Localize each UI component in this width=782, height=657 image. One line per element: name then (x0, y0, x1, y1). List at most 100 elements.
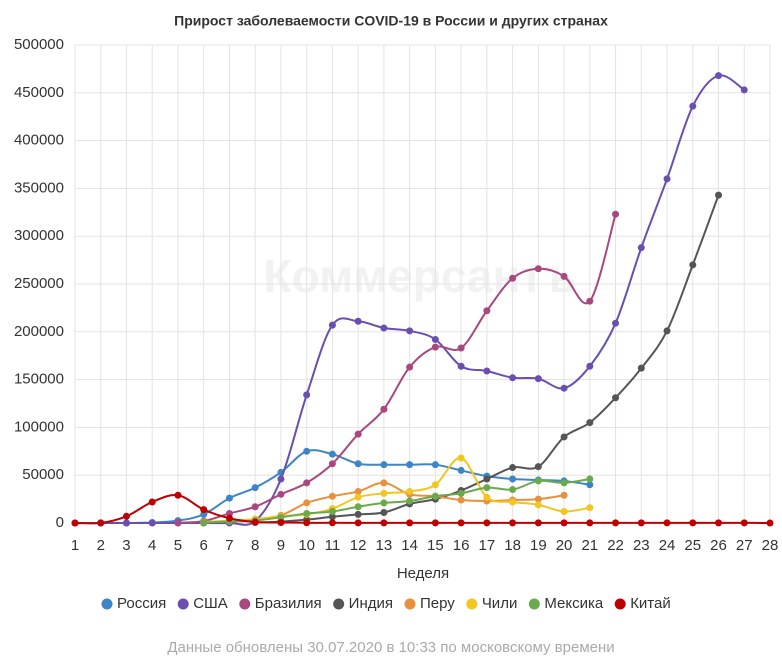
data-point (122, 519, 130, 527)
data-point (328, 321, 336, 329)
y-tick-label: 500000 (14, 36, 64, 53)
data-point (586, 475, 594, 483)
data-point (483, 307, 491, 315)
data-point (509, 498, 517, 506)
legend-label: Мексика (544, 595, 604, 612)
data-point (380, 519, 388, 527)
data-point (200, 506, 208, 514)
legend-marker (333, 598, 345, 610)
data-point (251, 518, 259, 526)
data-point (406, 363, 414, 371)
data-point (380, 324, 388, 332)
data-point (457, 519, 465, 527)
data-point (509, 475, 517, 483)
data-point (560, 272, 568, 280)
data-point (612, 319, 620, 327)
data-point (534, 519, 542, 527)
data-point (483, 519, 491, 527)
data-point (354, 317, 362, 325)
data-point (457, 489, 465, 497)
x-tick-label: 1 (71, 537, 79, 554)
data-point (303, 447, 311, 455)
data-point (483, 367, 491, 375)
x-tick-label: 25 (684, 537, 701, 554)
y-tick-label: 300000 (14, 227, 64, 244)
series (200, 475, 594, 527)
data-point (663, 519, 671, 527)
data-point (354, 487, 362, 495)
data-point (612, 210, 620, 218)
data-point (483, 484, 491, 492)
x-tick-label: 17 (479, 537, 496, 554)
legend-marker (614, 598, 626, 610)
data-point (483, 493, 491, 501)
data-point (122, 512, 130, 520)
data-point (689, 261, 697, 269)
data-point (586, 481, 594, 489)
data-point (380, 479, 388, 487)
data-point (200, 519, 208, 527)
data-point (380, 461, 388, 469)
x-tick-label: 27 (736, 537, 753, 554)
data-point (354, 430, 362, 438)
data-point (406, 327, 414, 335)
data-point (740, 519, 748, 527)
x-tick-label: 28 (762, 537, 779, 554)
legend-marker (239, 598, 251, 610)
data-point (509, 274, 517, 282)
legend-marker (404, 598, 416, 610)
data-point (174, 491, 182, 499)
data-point (303, 519, 311, 527)
x-tick-label: 15 (427, 537, 444, 554)
data-point (225, 494, 233, 502)
data-point (303, 499, 311, 507)
data-point (148, 498, 156, 506)
x-tick-label: 24 (659, 537, 676, 554)
data-point (431, 461, 439, 469)
data-point (354, 503, 362, 511)
x-tick-label: 26 (710, 537, 727, 554)
data-point (354, 519, 362, 527)
x-tick-label: 21 (581, 537, 598, 554)
x-tick-label: 10 (298, 537, 315, 554)
data-point (586, 362, 594, 370)
data-point (663, 175, 671, 183)
data-point (406, 519, 414, 527)
data-point (380, 405, 388, 413)
data-point (637, 244, 645, 252)
data-point (457, 454, 465, 462)
legend-label: Индия (349, 595, 393, 612)
data-point (612, 394, 620, 402)
data-point (277, 513, 285, 521)
data-point (328, 492, 336, 500)
data-point (431, 519, 439, 527)
data-point (380, 499, 388, 507)
y-tick-label: 50000 (22, 466, 64, 483)
series-line (203, 478, 590, 524)
footnote: Данные обновлены 30.07.2020 в 10:33 по м… (167, 639, 614, 656)
data-point (534, 265, 542, 273)
data-point (509, 519, 517, 527)
series (174, 210, 620, 527)
legend-label: Чили (482, 595, 518, 612)
legend-marker (101, 598, 113, 610)
data-point (328, 450, 336, 458)
chart-title: Прирост заболеваемости COVID-19 в России… (174, 13, 608, 29)
x-tick-label: 20 (556, 537, 573, 554)
data-point (740, 86, 748, 94)
data-point (534, 495, 542, 503)
legend-label: Китай (630, 595, 671, 612)
data-point (328, 508, 336, 516)
data-point (251, 484, 259, 492)
x-tick-label: 16 (453, 537, 470, 554)
legend-label: Россия (117, 595, 166, 612)
data-point (715, 72, 723, 80)
data-point (586, 504, 594, 512)
legend-label: Перу (420, 595, 455, 612)
x-tick-label: 22 (607, 537, 624, 554)
data-point (586, 519, 594, 527)
y-tick-label: 200000 (14, 323, 64, 340)
data-point (586, 419, 594, 427)
data-point (560, 519, 568, 527)
